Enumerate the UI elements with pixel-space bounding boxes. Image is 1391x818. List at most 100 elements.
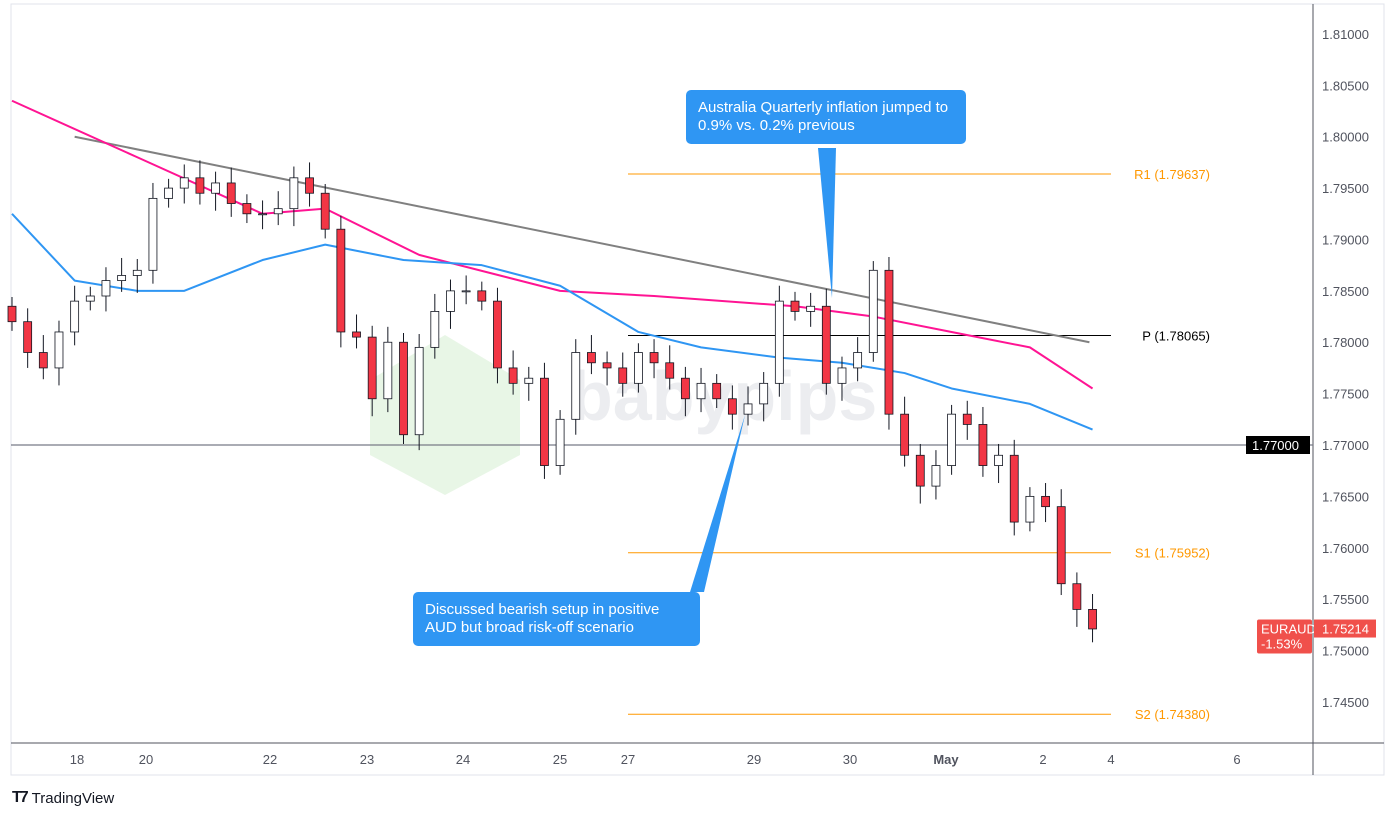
candle-body [430,311,440,348]
horizontal-level-tag [1246,436,1310,454]
change-percent-label: -1.53% [1261,637,1303,652]
tradingview-icon: T7 [12,789,29,806]
time-tick-label: May [933,752,959,767]
candle-body [649,352,659,364]
annotation-bearish-setup[interactable]: Discussed bearish setup in positive AUD … [413,592,700,646]
symbol-label: EURAUD [1261,622,1316,637]
time-tick-label: 2 [1039,752,1046,767]
annotation-inflation[interactable]: Australia Quarterly inflation jumped to … [686,90,966,144]
brand-name: TradingView [31,789,115,807]
candle-body [837,367,847,384]
pivot-label: S2 (1.74380) [1135,707,1210,722]
tradingview-logo[interactable]: T7 TradingView [12,789,114,807]
candle-body [1041,495,1050,508]
candle-body [524,377,534,384]
candle-body [1009,454,1019,523]
candle-body [38,352,48,369]
candle-body [70,300,80,333]
time-tick-label: 24 [456,752,470,767]
candle-body [23,321,33,353]
time-tick-label: 27 [621,752,635,767]
time-tick-label: 25 [553,752,567,767]
candle-body [931,465,941,487]
candle-body [759,382,769,405]
price-tick-label: 1.74500 [1322,695,1369,710]
price-tick-label: 1.76000 [1322,541,1369,556]
candle-body [790,300,800,312]
candle-body [289,177,299,210]
candle-body [383,341,393,400]
last-price-label: 1.75214 [1322,622,1369,637]
candle-body [226,182,236,204]
watermark-text: babypips [570,357,877,435]
candle-body [540,377,549,466]
candle-body [900,413,910,456]
time-tick-label: 30 [843,752,857,767]
candle-body [101,280,111,297]
price-tick-label: 1.77000 [1322,438,1369,453]
candle-body [352,331,361,338]
candle-body [164,187,174,199]
price-tick-label: 1.75000 [1322,644,1369,659]
candle-body [54,331,64,369]
candle-body [132,269,142,276]
price-tick-label: 1.76500 [1322,489,1369,504]
candle-body [962,413,972,425]
pivot-label: R1 (1.79637) [1134,167,1210,182]
price-tick-label: 1.77500 [1322,387,1369,402]
time-tick-label: 23 [360,752,374,767]
candle-body [915,454,925,487]
candle-body [1088,609,1097,630]
candle-body [743,403,753,415]
candle-body [680,377,690,400]
candle-body [665,362,675,379]
candle-body [868,269,878,353]
time-tick-label: 4 [1107,752,1114,767]
time-tick-label: 18 [70,752,84,767]
price-tick-label: 1.80000 [1322,130,1369,145]
candle-body [117,275,127,281]
moving-average-blue [11,213,1093,431]
candle-body [195,177,205,194]
price-tick-label: 1.78000 [1322,335,1369,350]
chart-frame [10,3,1385,776]
candle-body [696,382,706,400]
pivot-label: P (1.78065) [1142,329,1210,344]
symbol-tag [1257,619,1312,654]
annotation-pointer-top [818,148,836,298]
trendline [74,135,1090,344]
last-price-tag [1314,619,1376,638]
candle-body [994,454,1003,466]
time-tick-label: 22 [263,752,277,767]
candle-body [399,341,408,436]
candle-body [806,305,816,312]
candle-body [273,208,283,215]
candle-body [634,352,643,384]
annotation-text: Australia Quarterly inflation jumped to … [698,99,949,134]
candle-body [853,352,863,369]
candle-body [336,228,346,333]
price-tick-label: 1.75500 [1322,592,1369,607]
candle-body [618,367,628,384]
candle-body [305,177,314,194]
candle-body [367,336,377,400]
candle-body [414,346,424,436]
candle-body [712,382,722,400]
candle-body [1056,506,1066,585]
annotation-pointer-bottom [690,415,745,592]
candle-body [978,424,988,466]
time-tick-label: 20 [139,752,153,767]
candle-body [477,290,487,302]
price-tick-label: 1.81000 [1322,27,1369,42]
candle-body [148,197,158,271]
candle-body [242,203,252,215]
candle-body [727,398,737,415]
candle-body [884,269,894,415]
price-tick-label: 1.80500 [1322,78,1369,93]
candle-body [1025,495,1035,523]
horizontal-level-label: 1.77000 [1252,438,1299,453]
candle-body [7,305,17,323]
candle-body [947,413,956,466]
